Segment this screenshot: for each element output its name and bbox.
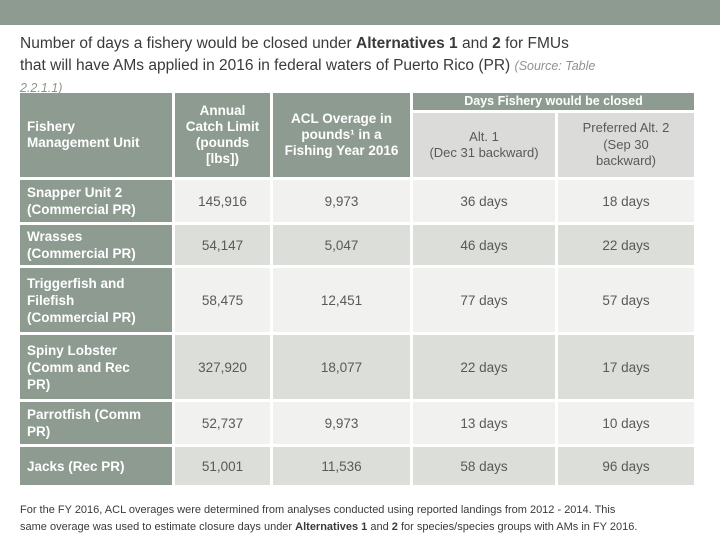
acl-value-cell: 51,001 xyxy=(175,447,270,485)
slide-top-accent-bar xyxy=(0,0,720,25)
alt1-days-cell: 22 days xyxy=(413,335,555,399)
footnote-line-1: For the FY 2016, ACL overages were deter… xyxy=(20,502,712,519)
days-closed-group-header: Days Fishery would be closed xyxy=(413,93,694,110)
title-line-2: that will have AMs applied in 2016 in fe… xyxy=(20,55,704,78)
alt1-days-cell: 36 days xyxy=(413,180,555,222)
footnote-text: For the FY 2016, ACL overages were deter… xyxy=(20,504,616,516)
fmu-cell: Snapper Unit 2 (Commercial PR) xyxy=(20,180,172,222)
source-note: (Source: Table xyxy=(514,58,596,73)
fmu-cell: Triggerfish and Filefish (Commercial PR) xyxy=(20,268,172,332)
overage-value-cell: 12,451 xyxy=(273,268,410,332)
fmu-cell: Parrotfish (Comm PR) xyxy=(20,402,172,444)
acl-value-cell: 52,737 xyxy=(175,402,270,444)
title-text: Number of days a fishery would be closed… xyxy=(20,35,357,52)
footnote: For the FY 2016, ACL overages were deter… xyxy=(20,502,712,535)
footnote-line-2: same overage was used to estimate closur… xyxy=(20,519,712,536)
alt2-days-cell: 22 days xyxy=(558,225,694,265)
acl-value-cell: 58,475 xyxy=(175,268,270,332)
footnote-bold-2: 2 xyxy=(391,520,398,533)
alt2-days-cell: 96 days xyxy=(558,447,694,485)
fmu-cell: Spiny Lobster (Comm and Rec PR) xyxy=(20,335,172,399)
title-text: that will have AMs applied in 2016 in fe… xyxy=(20,56,515,74)
footnote-bold-alternatives-1: Alternatives 1 xyxy=(295,520,368,533)
footnote-text: and xyxy=(367,520,392,533)
alt1-days-cell: 46 days xyxy=(413,225,555,265)
alt1-days-cell: 77 days xyxy=(413,268,555,332)
alt1-days-cell: 58 days xyxy=(413,447,555,485)
alt1-days-cell: 13 days xyxy=(413,402,555,444)
footnote-text: for species/species groups with AMs in F… xyxy=(397,520,638,533)
overage-value-cell: 5,047 xyxy=(273,225,410,265)
title-line-3: 2.2.1.1) xyxy=(20,77,704,100)
acl-column-header: Annual Catch Limit (pounds [lbs]) xyxy=(175,93,270,177)
alt2-days-cell: 10 days xyxy=(558,402,694,444)
overage-value-cell: 18,077 xyxy=(273,335,410,399)
overage-column-header: ACL Overage in pounds¹ in a Fishing Year… xyxy=(273,93,410,177)
source-note: 2.2.1.1) xyxy=(20,81,63,95)
fmu-cell: Wrasses (Commercial PR) xyxy=(20,225,172,265)
fmu-column-header: Fishery Management Unit xyxy=(20,93,172,177)
acl-value-cell: 327,920 xyxy=(175,335,270,399)
title-bold-alternatives-1: Alternatives 1 xyxy=(356,35,458,52)
alt2-days-cell: 18 days xyxy=(558,180,694,222)
title-bold-2: 2 xyxy=(492,35,501,52)
fishery-closure-table: Fishery Management Unit Annual Catch Lim… xyxy=(20,93,694,485)
alt2-days-cell: 17 days xyxy=(558,335,694,399)
overage-value-cell: 9,973 xyxy=(273,402,410,444)
overage-value-cell: 9,973 xyxy=(273,180,410,222)
title-text: and xyxy=(457,35,493,52)
fmu-cell: Jacks (Rec PR) xyxy=(20,447,172,485)
overage-value-cell: 11,536 xyxy=(273,447,410,485)
acl-value-cell: 145,916 xyxy=(175,180,270,222)
alt2-subheader: Preferred Alt. 2 (Sep 30 backward) xyxy=(558,113,694,177)
alt2-days-cell: 57 days xyxy=(558,268,694,332)
title-text: for FMUs xyxy=(500,35,569,52)
slide-title: Number of days a fishery would be closed… xyxy=(20,33,704,100)
acl-value-cell: 54,147 xyxy=(175,225,270,265)
footnote-text: same overage was used to estimate closur… xyxy=(20,520,296,533)
alt1-subheader: Alt. 1 (Dec 31 backward) xyxy=(413,113,555,177)
title-line-1: Number of days a fishery would be closed… xyxy=(20,33,704,55)
